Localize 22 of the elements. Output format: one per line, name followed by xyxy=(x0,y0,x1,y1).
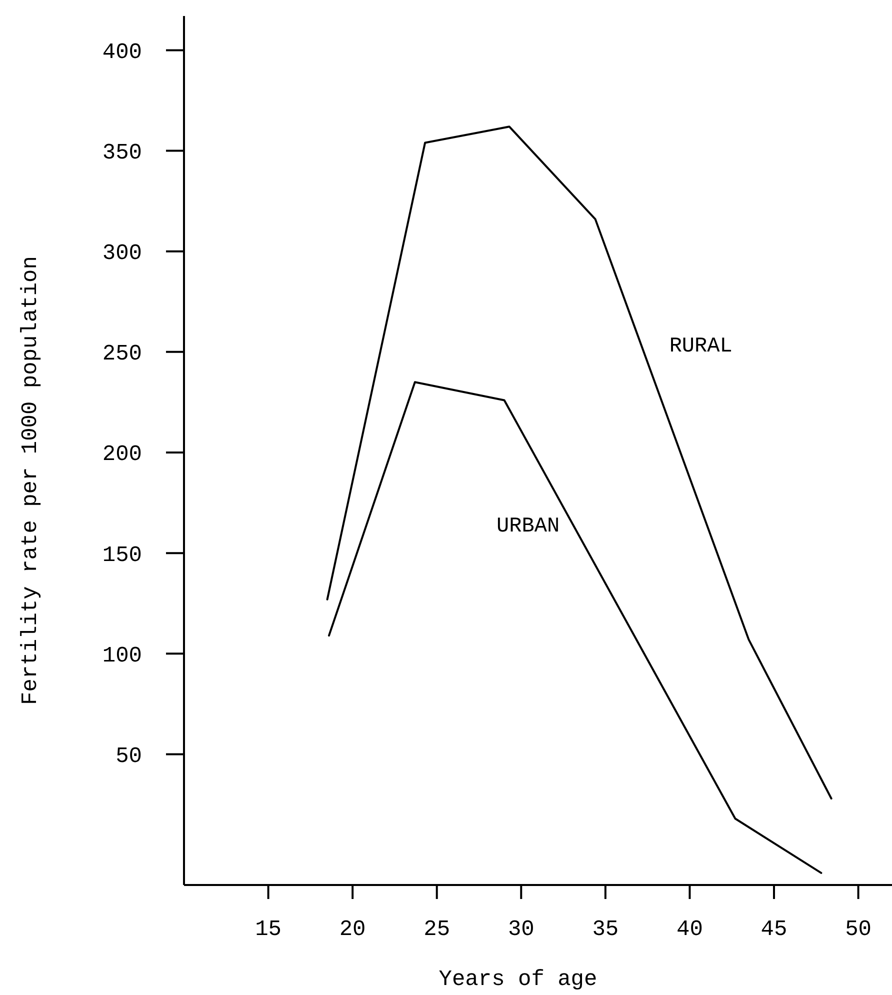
y-tick-label: 250 xyxy=(102,342,142,367)
y-tick-label: 50 xyxy=(116,744,142,769)
x-axis-title: Years of age xyxy=(438,967,598,992)
y-tick-label: 200 xyxy=(102,442,142,468)
y-tick-label: 350 xyxy=(102,140,142,166)
x-tick-label: 20 xyxy=(339,917,366,942)
x-tick-label: 30 xyxy=(508,917,534,942)
x-tick-label: 50 xyxy=(845,917,872,942)
series-label: RURAL xyxy=(669,335,732,358)
x-tick-label: 15 xyxy=(255,917,282,942)
x-tick-label: 40 xyxy=(676,917,703,942)
line-series xyxy=(328,381,822,874)
y-tick-label: 300 xyxy=(102,241,142,266)
x-tick-label: 35 xyxy=(592,917,619,942)
series-label: URBAN xyxy=(496,516,560,539)
y-tick-label: 400 xyxy=(102,40,142,65)
line-series xyxy=(326,126,832,800)
x-tick-label: 25 xyxy=(424,917,450,942)
y-axis-title: Fertility rate per 1000 population xyxy=(18,256,43,705)
y-tick-label: 150 xyxy=(102,542,142,568)
x-tick-label: 45 xyxy=(760,917,788,942)
y-tick-label: 100 xyxy=(102,643,142,668)
